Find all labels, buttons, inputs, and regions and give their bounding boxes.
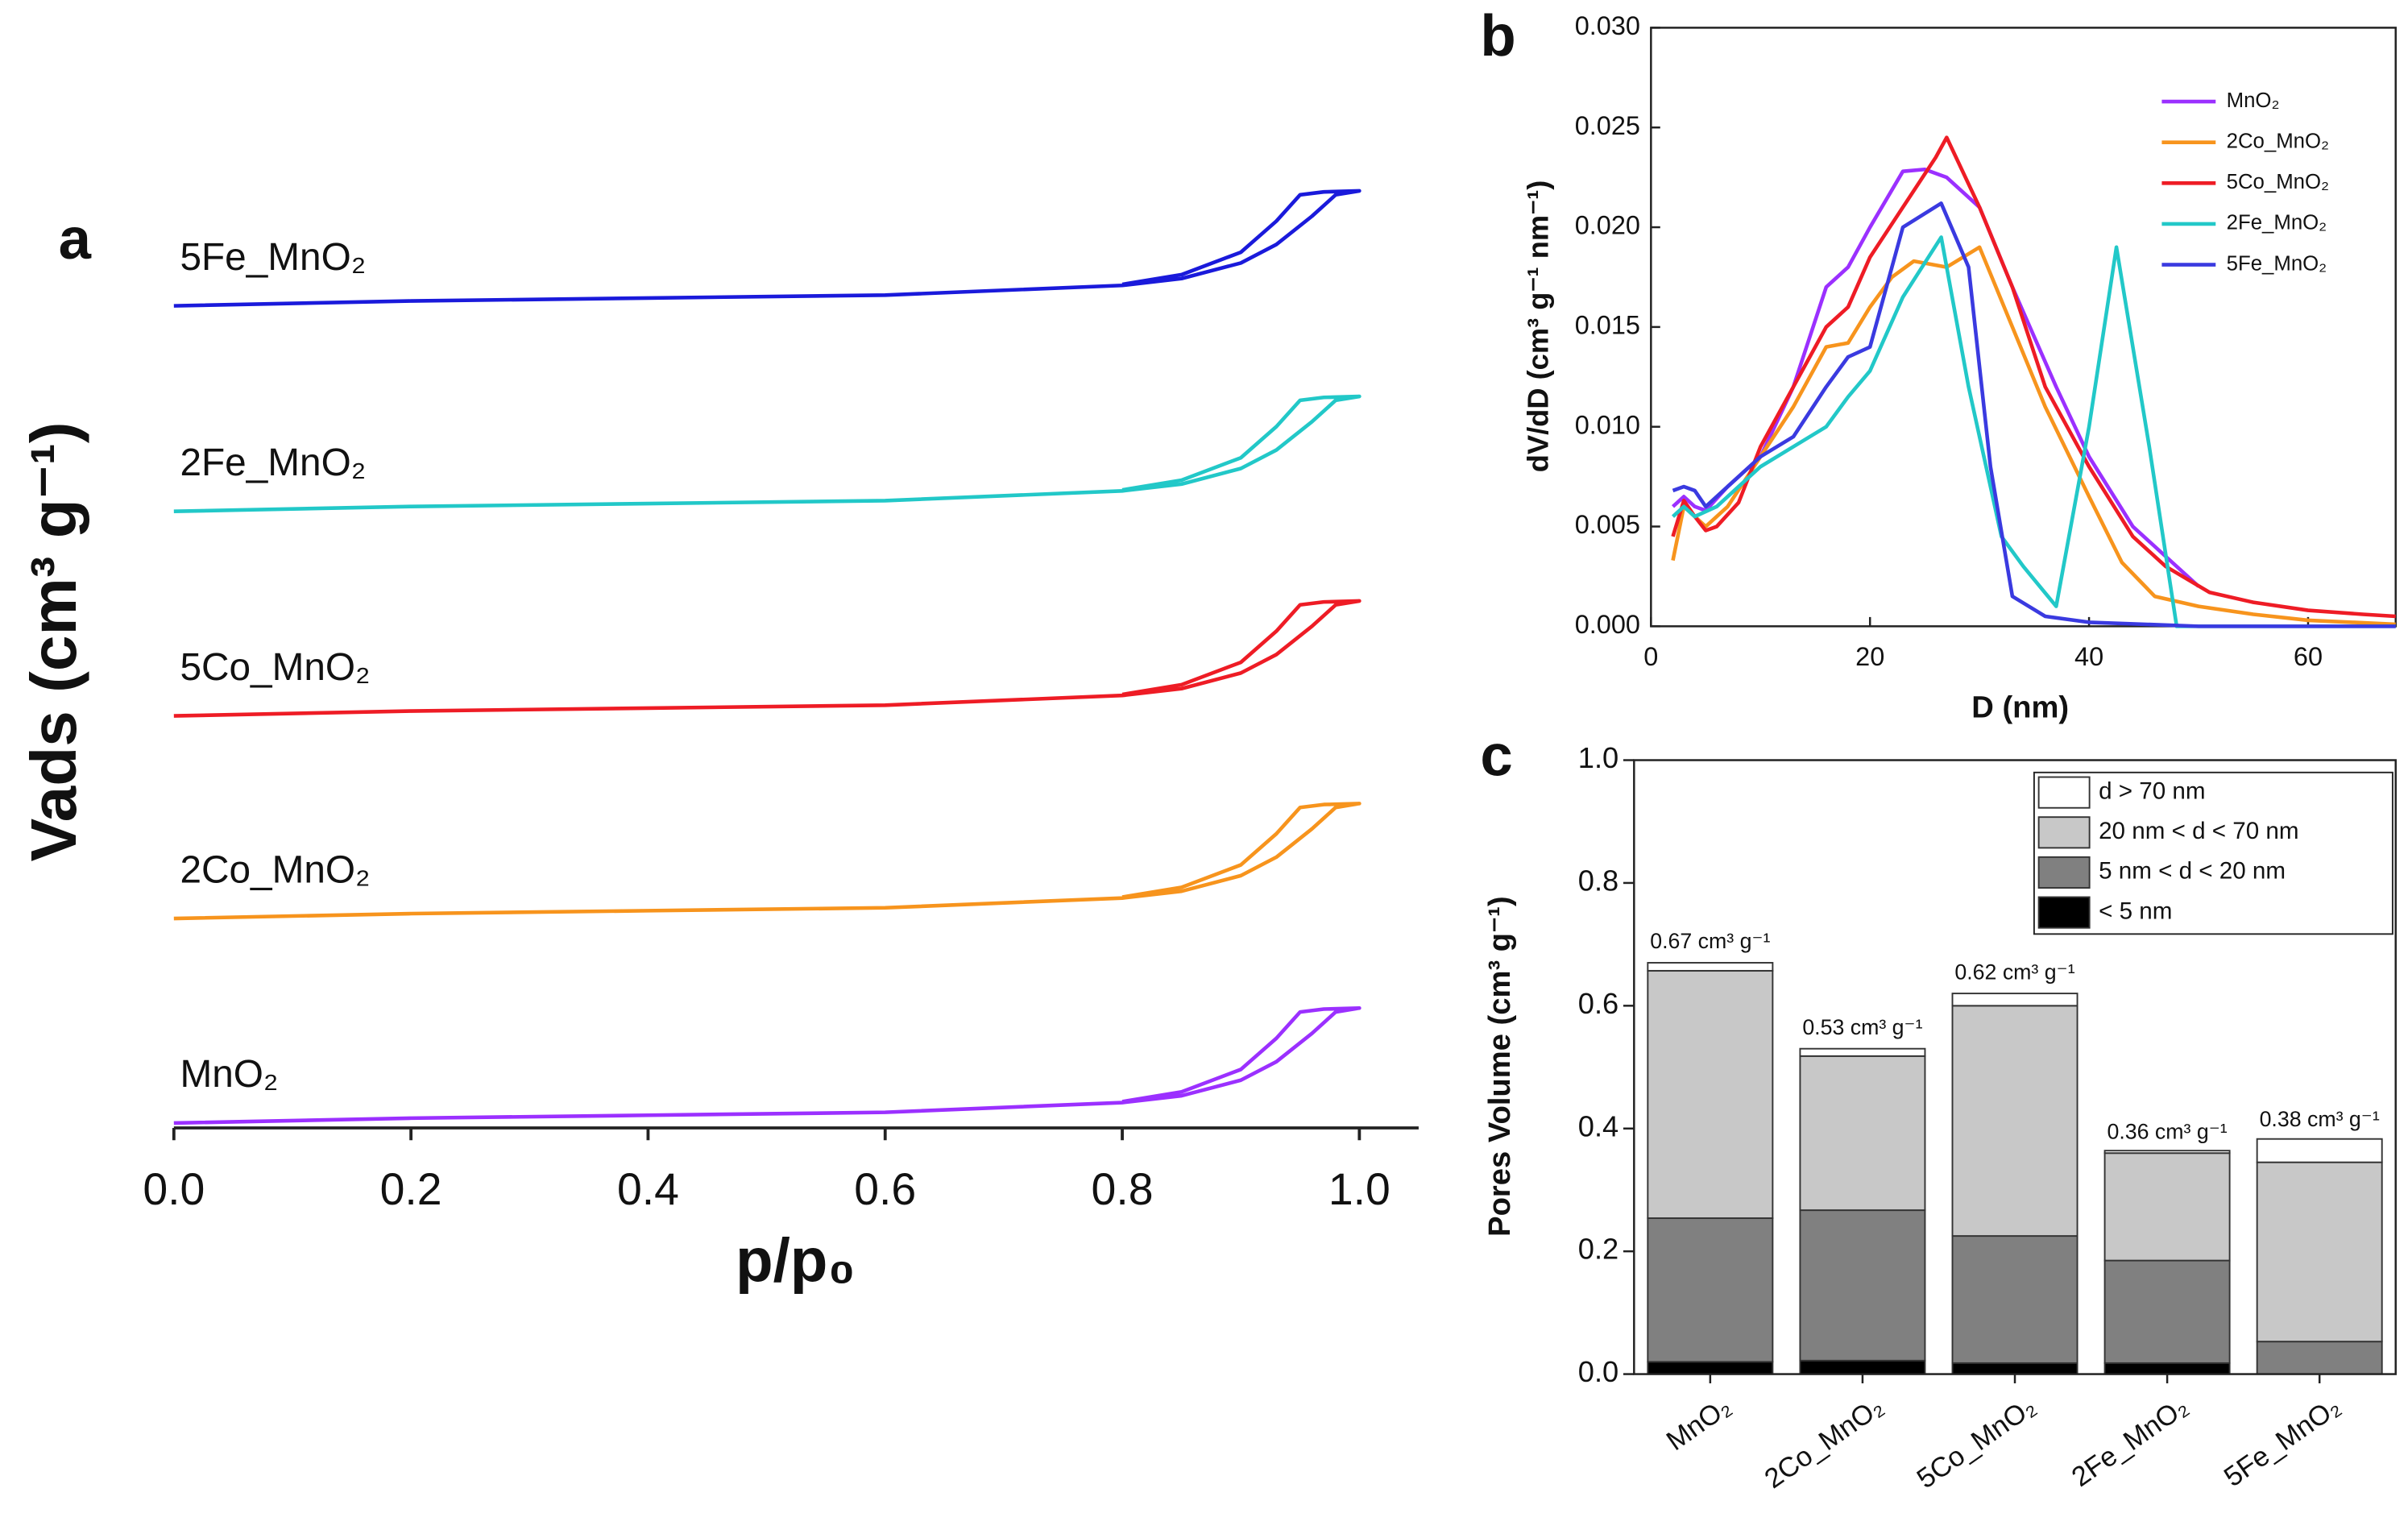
x-tick-label: 0.8 (1092, 1164, 1154, 1214)
bar-segment (1647, 1361, 1774, 1375)
panel-label: b (1480, 3, 1515, 68)
legend-label: 5 nm < d < 20 nm (2099, 858, 2286, 885)
y-tick-label: 0.4 (1578, 1109, 1618, 1142)
series-line (1671, 245, 2396, 627)
x-tick-label: 5Fe_MnO₂ (2219, 1391, 2346, 1493)
bar-segment (1799, 1055, 1926, 1212)
y-tick-label: 0.025 (1575, 111, 1640, 140)
x-tick-label: 20 (1855, 642, 1884, 671)
series-label: 2Fe_MnO₂ (180, 442, 366, 484)
x-tick-label: 0.2 (380, 1164, 442, 1214)
y-tick-label: 0.015 (1575, 310, 1640, 339)
bar-segment (1799, 1209, 1926, 1362)
legend-label: < 5 nm (2099, 898, 2172, 924)
y-tick-label: 0.005 (1575, 510, 1640, 539)
y-tick-label: 0.030 (1575, 11, 1640, 40)
y-tick-label: 0.010 (1575, 410, 1640, 439)
x-tick-label: 0.0 (143, 1164, 205, 1214)
x-tick-label: 0 (1643, 642, 1658, 671)
series-line (1671, 135, 2396, 619)
x-axis-label: D (nm) (1971, 690, 2069, 725)
legend-swatch (2037, 816, 2091, 849)
bar-segment (2103, 1150, 2231, 1155)
legend-swatch (2037, 856, 2091, 889)
y-tick-label: 0.000 (1575, 610, 1640, 639)
series-line (1671, 167, 2200, 588)
x-tick-label: 2Fe_MnO₂ (2066, 1391, 2194, 1493)
x-tick-label: 0.4 (617, 1164, 679, 1214)
y-tick-label: 1.0 (1578, 741, 1618, 774)
series-line (173, 394, 1361, 513)
bar-segment (1647, 962, 1774, 972)
legend-swatch (2037, 776, 2091, 809)
legend-label: d > 70 nm (2099, 777, 2205, 804)
x-tick-label: 0.6 (854, 1164, 916, 1214)
series-line (1671, 235, 2396, 628)
x-tick-label: 40 (2074, 642, 2103, 671)
x-tick-label: 2Co_MnO₂ (1759, 1391, 1889, 1495)
panel-label: a (59, 206, 92, 272)
legend-label: 20 nm < d < 70 nm (2099, 818, 2298, 844)
series-label: 2Co_MnO₂ (180, 848, 370, 891)
x-axis-label: p/p₀ (736, 1226, 856, 1295)
y-axis-label: Vads (cm³ g⁻¹) (17, 421, 89, 861)
bar-segment (1647, 1217, 1774, 1363)
legend-label: 5Fe_MnO₂ (2227, 252, 2327, 275)
total-label: 0.67 cm³ g⁻¹ (1650, 929, 1770, 953)
bar-segment (2103, 1259, 2231, 1364)
total-label: 0.53 cm³ g⁻¹ (1802, 1015, 1922, 1039)
bar-segment (1799, 1047, 1926, 1057)
series-line (173, 189, 1361, 308)
legend-swatch (2037, 896, 2091, 929)
y-axis-label: Pores Volume (cm³ g⁻¹) (1482, 896, 1517, 1237)
bar-segment (1951, 993, 2079, 1007)
bar-segment (1647, 969, 1774, 1219)
series-line (173, 1005, 1361, 1126)
series-label: MnO₂ (180, 1053, 278, 1096)
y-tick-label: 0.8 (1578, 864, 1618, 898)
bar-segment (1951, 1235, 2079, 1364)
total-label: 0.38 cm³ g⁻¹ (2260, 1107, 2380, 1131)
series-line (173, 802, 1361, 921)
y-tick-label: 0.2 (1578, 1233, 1618, 1266)
bar-segment (2256, 1341, 2383, 1375)
bar-segment (1951, 1005, 2079, 1237)
y-axis-label: dV/dD (cm³ g⁻¹ nm⁻¹) (1521, 180, 1554, 473)
panel-label: c (1480, 723, 1512, 789)
legend-label: 2Co_MnO₂ (2227, 131, 2329, 153)
plot-frame (1650, 27, 2397, 628)
total-label: 0.36 cm³ g⁻¹ (2107, 1119, 2227, 1143)
y-tick-label: 0.0 (1578, 1355, 1618, 1388)
bar-segment (1799, 1359, 1926, 1375)
bar-segment (2103, 1362, 2231, 1375)
bar-segment (2103, 1152, 2231, 1262)
bar-segment (2256, 1161, 2383, 1343)
series-line (1672, 201, 2396, 628)
plot-frame (1633, 759, 2397, 1375)
x-tick-label: 60 (2294, 642, 2323, 671)
legend-label: MnO₂ (2227, 89, 2280, 112)
legend-label: 5Co_MnO₂ (2227, 171, 2329, 193)
y-tick-label: 0.6 (1578, 987, 1618, 1020)
bar-segment (1951, 1362, 2079, 1375)
legend-label: 2Fe_MnO₂ (2227, 212, 2327, 234)
x-tick-label: 5Co_MnO₂ (1912, 1391, 2041, 1495)
x-tick-label: 1.0 (1328, 1164, 1391, 1214)
x-tick-label: MnO₂ (1661, 1391, 1737, 1457)
y-tick-label: 0.020 (1575, 211, 1640, 240)
legend-box (2033, 771, 2393, 935)
bar-segment (2256, 1138, 2383, 1163)
series-label: 5Co_MnO₂ (180, 646, 370, 689)
series-label: 5Fe_MnO₂ (180, 236, 366, 279)
total-label: 0.62 cm³ g⁻¹ (1954, 960, 2074, 984)
series-line (173, 599, 1361, 718)
